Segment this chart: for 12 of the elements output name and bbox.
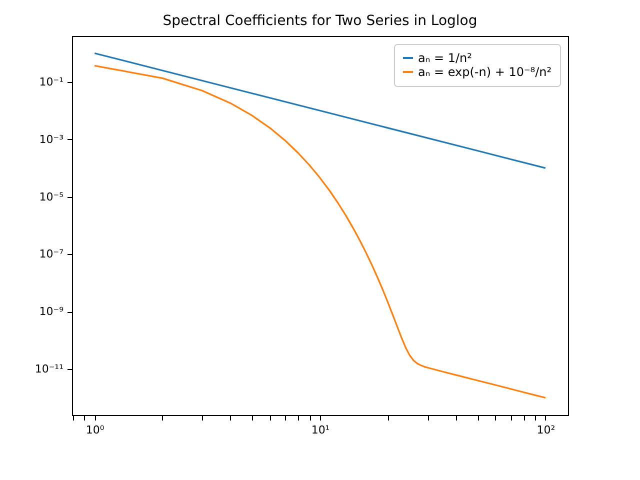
y-tick-label: 10⁻⁵ xyxy=(39,190,64,204)
x-tick-label: 10² xyxy=(536,424,556,436)
y-tick-label: 10⁻³ xyxy=(39,132,64,146)
y-tick-label: 10⁻¹¹ xyxy=(34,362,64,376)
x-tick-label: 10¹ xyxy=(311,424,330,436)
chart-title: Spectral Coefficients for Two Series in Loglog xyxy=(162,13,478,29)
legend-label: aₙ = exp(-n) + 10⁻⁸/n² xyxy=(418,65,552,79)
y-tick-label: 10⁻⁷ xyxy=(39,248,64,261)
y-tick-label: 10⁻⁹ xyxy=(39,305,64,318)
x-tick-label: 10⁰ xyxy=(86,424,105,436)
y-tick-label: 10⁻¹ xyxy=(39,75,64,88)
legend-label: aₙ = 1/n² xyxy=(418,51,472,65)
